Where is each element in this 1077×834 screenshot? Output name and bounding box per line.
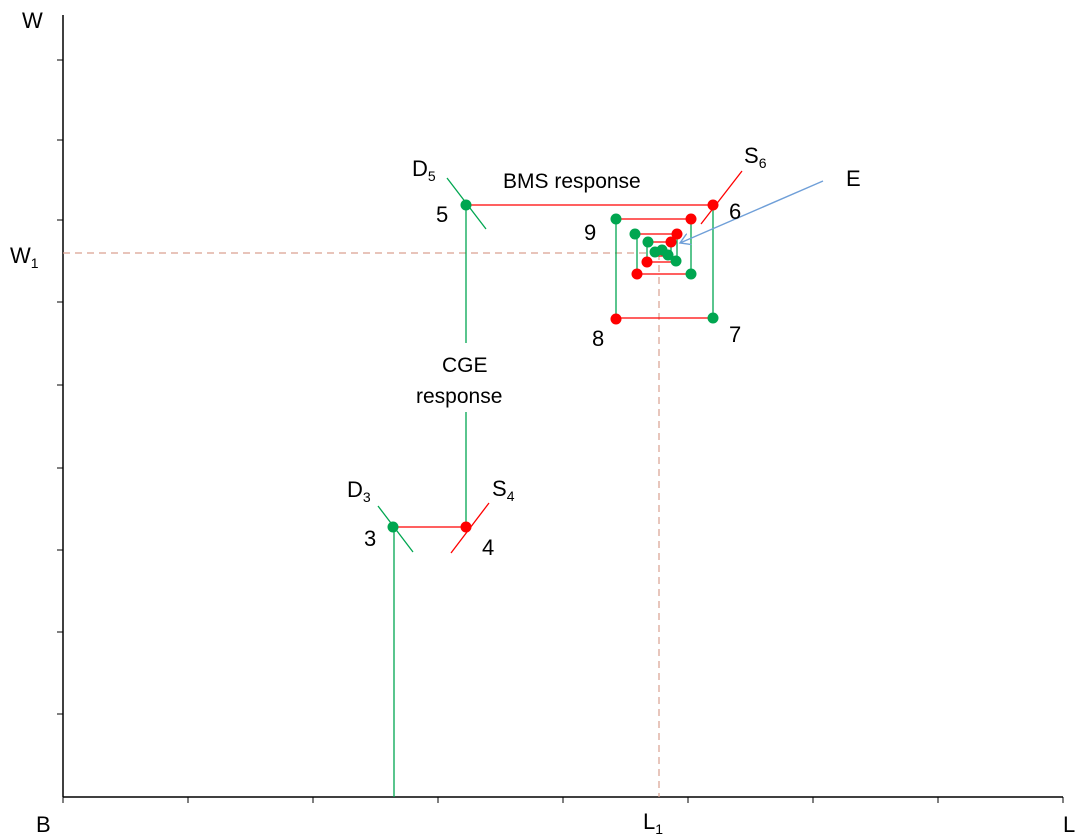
point-21 bbox=[656, 244, 668, 256]
d5-label: D5 bbox=[412, 156, 436, 184]
y-axis-label: W bbox=[22, 8, 43, 33]
point-9 bbox=[610, 213, 622, 225]
w1-label: W1 bbox=[10, 243, 39, 271]
point-8 bbox=[610, 313, 622, 325]
bms-response-label: BMS response bbox=[503, 170, 641, 193]
y-ticks bbox=[57, 59, 63, 715]
point-17 bbox=[642, 236, 654, 248]
origin-label: B bbox=[36, 812, 51, 834]
point-11 bbox=[685, 268, 697, 280]
point-3-label: 3 bbox=[364, 526, 376, 551]
d3-label: D3 bbox=[347, 477, 371, 505]
point-6 bbox=[707, 199, 719, 211]
point-5 bbox=[460, 199, 472, 211]
cobweb-path bbox=[393, 204, 714, 797]
point-7 bbox=[707, 312, 719, 324]
l1-label: L1 bbox=[643, 809, 663, 834]
point-3 bbox=[387, 521, 399, 533]
cobweb-points bbox=[387, 199, 719, 533]
point-10 bbox=[685, 213, 697, 225]
s4-label: S4 bbox=[492, 476, 515, 504]
s6-label: S6 bbox=[744, 143, 767, 171]
point-12 bbox=[631, 268, 643, 280]
point-16 bbox=[641, 256, 653, 268]
x-axis-label: L bbox=[1063, 812, 1075, 834]
s6-curve bbox=[700, 170, 743, 225]
point-14 bbox=[671, 228, 683, 240]
point-7-label: 7 bbox=[729, 322, 741, 347]
cge-response-label-line1: CGE bbox=[442, 354, 488, 377]
point-13 bbox=[629, 228, 641, 240]
point-5-label: 5 bbox=[436, 202, 448, 227]
equilibrium-arrow bbox=[680, 180, 824, 243]
cge-response-label-line2: response bbox=[416, 385, 502, 408]
x-ticks bbox=[62, 797, 1064, 803]
equilibrium-label: E bbox=[846, 166, 861, 191]
point-18 bbox=[665, 236, 677, 248]
point-15 bbox=[670, 255, 682, 267]
point-9-label: 9 bbox=[584, 220, 596, 245]
point-6-label: 6 bbox=[729, 199, 741, 224]
point-4-label: 4 bbox=[482, 535, 494, 560]
point-8-label: 8 bbox=[592, 326, 604, 351]
point-4 bbox=[460, 521, 472, 533]
